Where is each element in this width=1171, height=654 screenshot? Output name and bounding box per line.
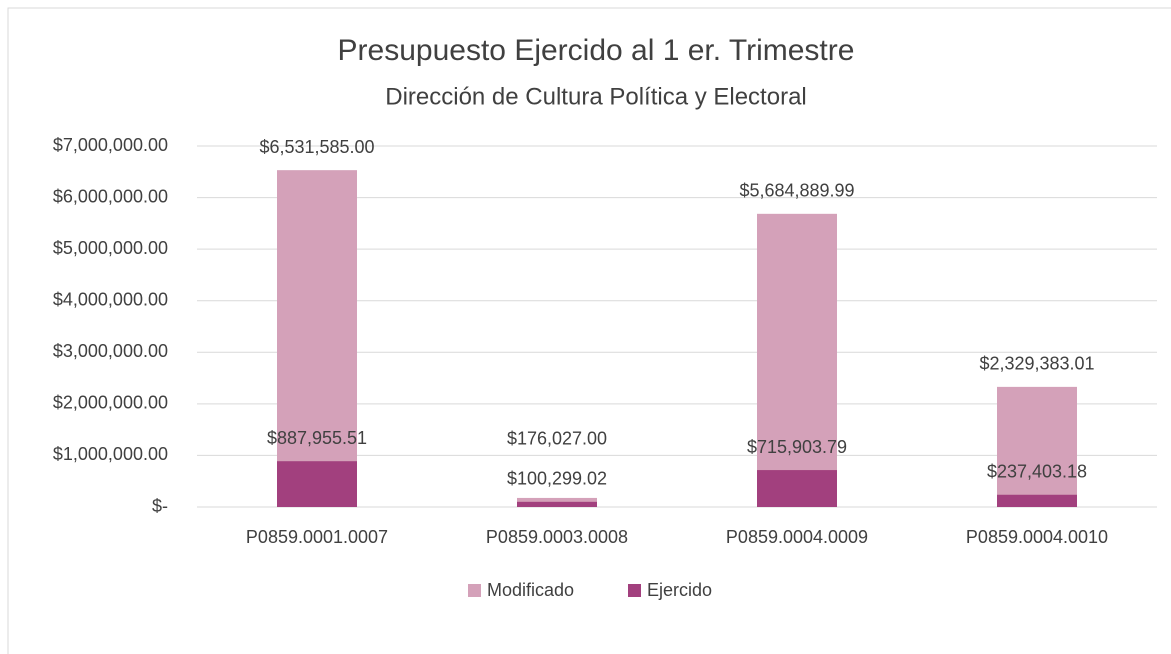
legend-label: Ejercido [647,580,712,600]
y-tick-label: $- [152,496,168,516]
y-tick-label: $6,000,000.00 [53,186,168,206]
x-tick-label: P0859.0001.0007 [246,527,388,547]
value-label: $715,903.79 [747,437,847,457]
y-tick-label: $3,000,000.00 [53,341,168,361]
chart-subtitle: Dirección de Cultura Política y Electora… [385,83,807,110]
chart-title: Presupuesto Ejercido al 1 er. Trimestre [338,34,855,67]
y-tick-label: $1,000,000.00 [53,444,168,464]
legend-swatch [628,584,641,597]
bar [517,501,597,507]
value-label: $2,329,383.01 [979,354,1094,374]
value-label: $6,531,585.00 [259,137,374,157]
value-label: $237,403.18 [987,462,1087,482]
legend-label: Modificado [487,580,574,600]
x-tick-label: P0859.0004.0009 [726,527,868,547]
value-label: $176,027.00 [507,429,607,449]
y-tick-label: $2,000,000.00 [53,393,168,413]
bar [757,470,837,507]
bar [277,170,357,507]
bar [277,461,357,507]
legend-swatch [468,584,481,597]
y-tick-label: $7,000,000.00 [53,135,168,155]
y-tick-label: $4,000,000.00 [53,289,168,309]
y-tick-label: $5,000,000.00 [53,238,168,258]
value-label: $887,955.51 [267,428,367,448]
chart-frame [7,7,1171,654]
bar [757,213,837,508]
bar [997,494,1077,507]
value-label: $100,299.02 [507,469,607,489]
x-tick-label: P0859.0003.0008 [486,527,628,547]
value-label: $5,684,889.99 [739,181,854,201]
x-tick-label: P0859.0004.0010 [966,527,1108,547]
bar [997,386,1077,507]
